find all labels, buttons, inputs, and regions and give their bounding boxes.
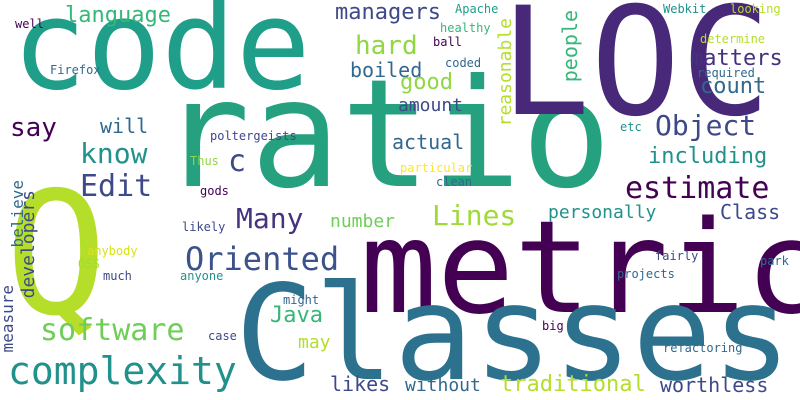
word-coded: coded bbox=[445, 56, 482, 70]
word-believe: believe bbox=[8, 180, 27, 248]
word-refactoring: refactoring bbox=[663, 341, 743, 355]
word-edit: Edit bbox=[80, 169, 153, 204]
word-managers: managers bbox=[335, 0, 441, 25]
word-firefox: Firefox bbox=[50, 63, 101, 77]
word-classes: Classes bbox=[235, 257, 792, 400]
word-reasonable: reasonable bbox=[495, 18, 516, 127]
word-loc: LOC bbox=[500, 0, 771, 150]
word-boiled: boiled bbox=[350, 58, 423, 82]
word-case: case bbox=[208, 329, 237, 343]
word-complexity: complexity bbox=[8, 349, 237, 393]
word-personally: personally bbox=[548, 202, 657, 223]
word-particular: particular bbox=[400, 161, 473, 175]
word-likes: likes bbox=[330, 372, 391, 396]
word-c: c bbox=[228, 144, 247, 179]
word-q: Q bbox=[5, 156, 108, 354]
word-java: Java bbox=[270, 303, 323, 328]
word-without: without bbox=[405, 375, 481, 396]
word-projects: projects bbox=[617, 267, 675, 281]
word-amount: amount bbox=[398, 95, 464, 116]
word-oriented: Oriented bbox=[185, 240, 340, 278]
word-actual: actual bbox=[392, 130, 465, 154]
word-poltergeists: poltergeists bbox=[210, 129, 297, 143]
word-hard: hard bbox=[355, 31, 418, 61]
word-well: well bbox=[15, 17, 44, 31]
word-including: including bbox=[648, 144, 768, 169]
word-measure: measure bbox=[0, 285, 17, 353]
word-language: language bbox=[65, 3, 171, 28]
word-say: say bbox=[10, 113, 57, 143]
word-oss: OSS bbox=[78, 257, 100, 271]
word-traditional: traditional bbox=[500, 372, 646, 397]
word-big: big bbox=[542, 319, 564, 333]
word-webkit: Webkit bbox=[663, 2, 707, 16]
word-clean: clean bbox=[436, 175, 473, 189]
word-people: people bbox=[558, 10, 582, 83]
word-good: good bbox=[400, 70, 453, 95]
word-will: will bbox=[100, 114, 149, 138]
word-metric: metric bbox=[360, 194, 800, 343]
word-worthless: worthless bbox=[660, 373, 769, 397]
word-number: number bbox=[330, 211, 396, 232]
word-anyone: anyone bbox=[180, 269, 224, 283]
word-determine: determine bbox=[700, 32, 766, 46]
word-etc: etc bbox=[620, 120, 642, 134]
word-looking: looking bbox=[730, 2, 781, 16]
word-lines: Lines bbox=[432, 199, 517, 232]
word-estimate: estimate bbox=[625, 171, 770, 206]
word-thus: Thus bbox=[190, 154, 219, 168]
word-many: Many bbox=[236, 202, 304, 235]
word-matters: matters bbox=[690, 46, 783, 71]
word-might: might bbox=[283, 293, 320, 307]
word-know: know bbox=[80, 137, 148, 170]
word-ratio: ratio bbox=[160, 48, 612, 222]
word-count: count bbox=[700, 74, 767, 99]
word-fairly: fairly bbox=[655, 249, 699, 263]
word-much: much bbox=[103, 269, 132, 283]
word-required: required bbox=[697, 66, 755, 80]
word-object: Object bbox=[655, 109, 757, 142]
word-class: Class bbox=[720, 200, 781, 224]
word-ball: ball bbox=[433, 35, 462, 49]
word-apache: Apache bbox=[455, 2, 499, 16]
word-anybody: anybody bbox=[87, 244, 138, 258]
word-software: software bbox=[40, 313, 185, 348]
word-likely: likely bbox=[182, 220, 226, 234]
word-may: may bbox=[298, 332, 331, 353]
word-park: park bbox=[760, 254, 789, 268]
word-healthy: healthy bbox=[440, 21, 491, 35]
word-code: code bbox=[12, 0, 311, 118]
word-gods: gods bbox=[200, 184, 229, 198]
